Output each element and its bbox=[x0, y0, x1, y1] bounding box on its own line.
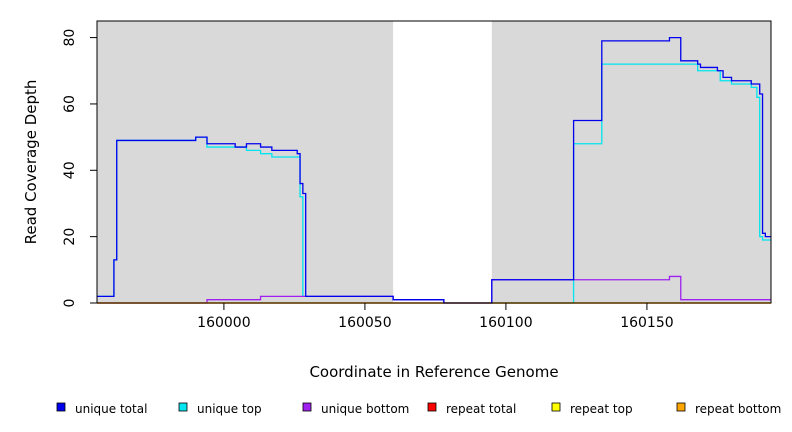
legend-swatch bbox=[302, 402, 312, 412]
y-tick-label: 0 bbox=[62, 299, 78, 308]
legend-swatch bbox=[56, 402, 66, 412]
y-tick-label: 20 bbox=[62, 228, 78, 246]
legend-label: unique top bbox=[197, 402, 262, 416]
shaded-region-2 bbox=[491, 21, 771, 303]
x-axis-title: Coordinate in Reference Genome bbox=[309, 363, 558, 381]
y-tick-label: 60 bbox=[62, 95, 78, 113]
legend-item: unique top bbox=[178, 402, 262, 416]
y-axis: 0 20 40 60 80 bbox=[62, 29, 97, 308]
x-tick-label: 160000 bbox=[197, 315, 250, 331]
legend-label: repeat total bbox=[446, 402, 516, 416]
y-axis-title: Read Coverage Depth bbox=[22, 80, 40, 245]
shaded-region-1 bbox=[97, 21, 394, 303]
legend-item: repeat total bbox=[427, 402, 516, 416]
legend-item: repeat bottom bbox=[676, 402, 781, 416]
shaded-regions bbox=[97, 21, 771, 303]
legend-item: unique bottom bbox=[302, 402, 409, 416]
legend: unique total unique top unique bottom repea… bbox=[56, 402, 781, 416]
x-axis: 160000 160050 160100 160150 bbox=[197, 303, 674, 331]
legend-item: unique total bbox=[56, 402, 147, 416]
y-tick-label: 80 bbox=[62, 29, 78, 47]
y-tick-label: 40 bbox=[62, 161, 78, 179]
legend-swatch bbox=[551, 402, 561, 412]
x-tick-label: 160100 bbox=[479, 315, 532, 331]
legend-label: repeat bottom bbox=[695, 402, 781, 416]
plot-frame bbox=[96, 20, 772, 304]
x-tick-label: 160150 bbox=[620, 315, 673, 331]
x-tick-label: 160050 bbox=[338, 315, 391, 331]
legend-label: unique total bbox=[75, 402, 147, 416]
legend-label: repeat top bbox=[570, 402, 633, 416]
legend-swatch bbox=[676, 402, 686, 412]
legend-swatch bbox=[178, 402, 188, 412]
legend-item: repeat top bbox=[551, 402, 633, 416]
legend-swatch bbox=[427, 402, 437, 412]
legend-label: unique bottom bbox=[321, 402, 409, 416]
